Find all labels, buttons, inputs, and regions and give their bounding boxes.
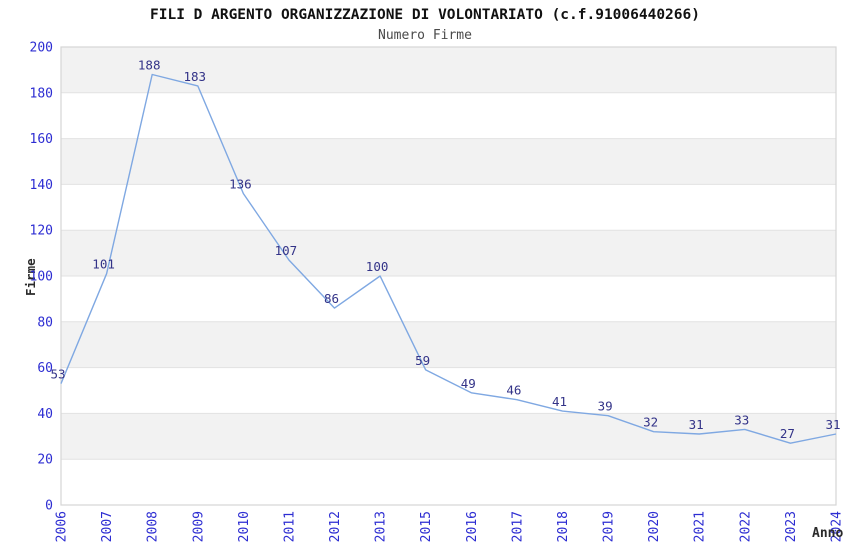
- plot-band: [61, 47, 836, 93]
- data-point-label: 33: [734, 412, 749, 427]
- x-tick-label: 2008: [146, 511, 161, 542]
- y-tick-label: 140: [30, 178, 53, 193]
- data-point-label: 41: [552, 394, 567, 409]
- data-point-label: 31: [825, 417, 840, 432]
- x-tick-label: 2019: [602, 511, 617, 542]
- x-tick-label: 2023: [784, 511, 799, 542]
- chart-title: FILI D ARGENTO ORGANIZZAZIONE DI VOLONTA…: [150, 7, 700, 23]
- data-point-label: 86: [324, 291, 339, 306]
- data-point-label: 32: [643, 415, 658, 430]
- x-tick-label: 2018: [556, 511, 571, 542]
- data-line: [60, 73, 837, 444]
- x-tick-label: 2022: [738, 511, 753, 542]
- x-tick-label: 2012: [328, 511, 343, 542]
- x-tick-label: 2020: [647, 511, 662, 542]
- x-tick-label: 2017: [510, 511, 525, 542]
- x-tick-label: 2010: [237, 511, 252, 542]
- y-tick-label: 200: [30, 41, 53, 56]
- y-tick-label: 80: [37, 315, 53, 330]
- data-point-label: 53: [50, 367, 65, 382]
- x-tick-label: 2006: [55, 511, 70, 542]
- x-tick-label: 2015: [419, 511, 434, 542]
- data-point-label: 31: [689, 417, 704, 432]
- x-tick-label: 2016: [465, 511, 480, 542]
- x-tick-label: 2013: [374, 511, 389, 542]
- plot-border: [60, 46, 837, 506]
- data-point-label: 59: [415, 353, 430, 368]
- x-tick-label: 2024: [830, 511, 845, 542]
- y-tick-label: 0: [45, 499, 53, 514]
- data-point-label: 188: [138, 58, 161, 73]
- x-tick-label: 2021: [693, 511, 708, 542]
- y-tick-label: 120: [30, 224, 53, 239]
- y-tick-label: 20: [37, 453, 53, 468]
- y-tick-label: 160: [30, 132, 53, 147]
- x-tick-label: 2009: [191, 511, 206, 542]
- x-tick-label: 2007: [100, 511, 115, 542]
- data-point-label: 49: [461, 376, 476, 391]
- data-point-label: 100: [366, 259, 389, 274]
- data-point-label: 39: [598, 399, 613, 414]
- y-tick-label: 60: [37, 361, 53, 376]
- data-point-label: 136: [229, 177, 252, 192]
- plot-band: [61, 321, 836, 368]
- plot-band: [61, 138, 836, 185]
- y-tick-label: 180: [30, 86, 53, 101]
- x-tick-label: 2011: [282, 511, 297, 542]
- plot-band: [61, 413, 836, 460]
- plot-band: [61, 230, 836, 276]
- data-point-label: 183: [184, 69, 207, 84]
- x-axis-title: Anno: [812, 526, 844, 541]
- y-tick-label: 100: [30, 270, 53, 285]
- chart-subtitle: Numero Firme: [378, 28, 472, 43]
- data-point-label: 27: [780, 426, 795, 441]
- data-point-label: 107: [275, 243, 298, 258]
- data-point-label: 101: [92, 257, 115, 272]
- y-tick-label: 40: [37, 407, 53, 422]
- data-point-label: 46: [506, 383, 521, 398]
